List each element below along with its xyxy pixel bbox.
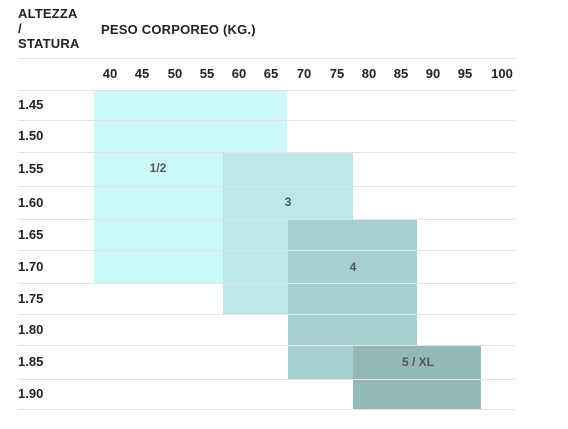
height-row-label: 1.65 [18, 226, 44, 242]
grid-line [18, 219, 516, 220]
height-axis-title: ALTEZZA / STATURA [18, 6, 80, 51]
weight-column-header: 90 [425, 66, 441, 81]
height-row-label: 1.60 [18, 194, 44, 210]
grid-line [18, 314, 516, 315]
height-row-label: 1.55 [18, 161, 44, 176]
size-label: 1/2 [149, 161, 167, 175]
grid-line [18, 152, 516, 153]
size-label: 3 [284, 195, 292, 209]
weight-column-header: 70 [296, 66, 312, 81]
size-label: 4 [349, 260, 357, 274]
height-row-label: 1.70 [18, 258, 44, 274]
weight-axis-title: PESO CORPOREO (KG.) [101, 22, 256, 37]
height-row-label: 1.85 [18, 354, 44, 369]
weight-column-header: 55 [199, 66, 215, 81]
grid-line [18, 58, 516, 59]
weight-column-header: 40 [102, 66, 118, 81]
weight-column-header: 100 [491, 66, 513, 81]
grid-line [18, 345, 516, 346]
grid-line [18, 186, 516, 187]
size-label: 5 / XL [401, 355, 435, 369]
size-band-4 [352, 345, 482, 409]
height-row-label: 1.75 [18, 290, 44, 306]
weight-column-header: 65 [263, 66, 279, 81]
height-row-label: 1.50 [18, 128, 44, 143]
height-row-label: 1.45 [18, 97, 44, 112]
weight-column-header: 80 [361, 66, 377, 81]
weight-column-header: 75 [329, 66, 345, 81]
weight-column-header: 45 [134, 66, 150, 81]
weight-column-header: 50 [167, 66, 183, 81]
weight-column-header: 85 [393, 66, 409, 81]
grid-line [18, 283, 516, 284]
grid-line [18, 250, 516, 251]
grid-line [18, 120, 516, 121]
weight-column-header: 95 [457, 66, 473, 81]
weight-column-header: 60 [231, 66, 247, 81]
grid-line [18, 379, 516, 380]
height-row-label: 1.90 [18, 386, 44, 401]
grid-line [18, 409, 516, 410]
grid-line [18, 90, 516, 91]
height-row-label: 1.80 [18, 321, 44, 337]
